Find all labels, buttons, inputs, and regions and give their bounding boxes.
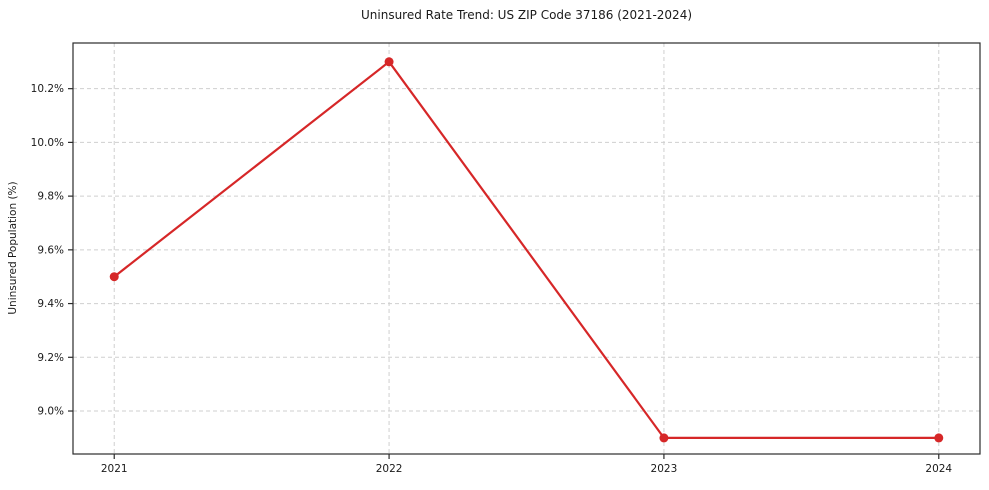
trend-line <box>113 60 940 439</box>
x-tick-label: 2023 <box>651 463 678 475</box>
chart-title: Uninsured Rate Trend: US ZIP Code 37186 … <box>360 8 693 22</box>
y-tick-label: 10.0% <box>31 137 64 149</box>
y-axis-label: Uninsured Population (%) <box>7 181 19 315</box>
y-tick-label: 9.2% <box>37 352 64 364</box>
data-point-marker <box>659 433 669 443</box>
y-tick-label: 9.4% <box>37 298 64 310</box>
x-tick-label: 2024 <box>925 463 952 475</box>
y-tick-label: 9.6% <box>37 244 64 256</box>
data-point-marker <box>109 272 119 282</box>
data-point-marker <box>934 433 944 443</box>
plot-border <box>72 42 981 455</box>
y-tick-label: 9.0% <box>37 406 64 418</box>
x-tick-label: 2022 <box>376 463 403 475</box>
y-tick-label: 9.8% <box>37 191 64 203</box>
x-tick-label: 2021 <box>101 463 128 475</box>
y-tick-label: 10.2% <box>31 83 64 95</box>
data-point-marker <box>384 57 394 67</box>
